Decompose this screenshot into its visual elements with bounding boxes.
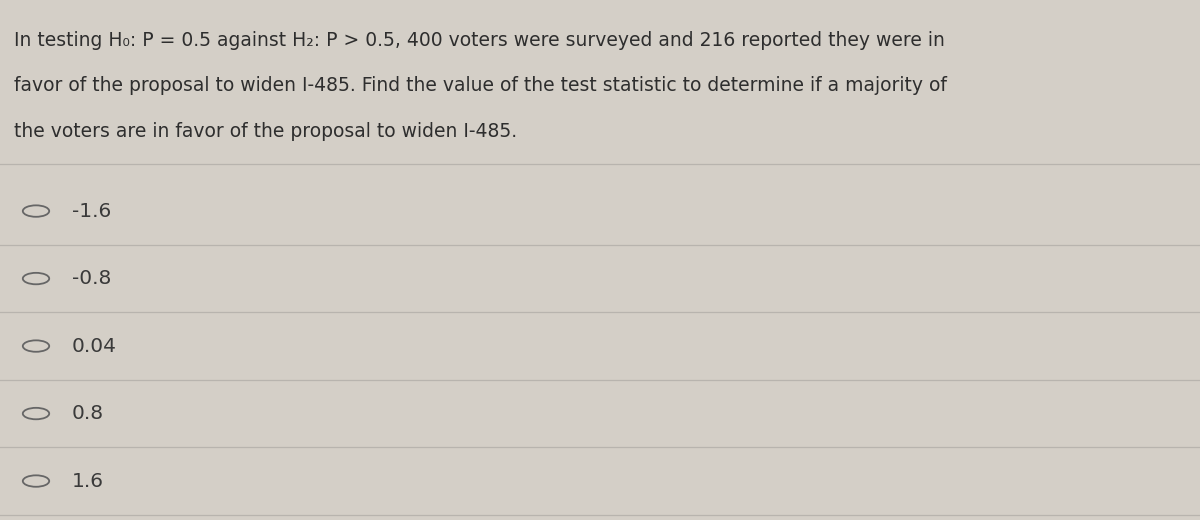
Text: 1.6: 1.6 [72,472,104,490]
Text: 0.04: 0.04 [72,336,118,356]
Text: the voters are in favor of the proposal to widen I-485.: the voters are in favor of the proposal … [14,122,517,141]
Text: -1.6: -1.6 [72,202,112,220]
Text: -0.8: -0.8 [72,269,112,288]
Text: 0.8: 0.8 [72,404,104,423]
Text: favor of the proposal to widen I-485. Find the value of the test statistic to de: favor of the proposal to widen I-485. Fi… [14,76,947,96]
Text: In testing H₀: P = 0.5 against H₂: P > 0.5, 400 voters were surveyed and 216 rep: In testing H₀: P = 0.5 against H₂: P > 0… [14,31,946,50]
